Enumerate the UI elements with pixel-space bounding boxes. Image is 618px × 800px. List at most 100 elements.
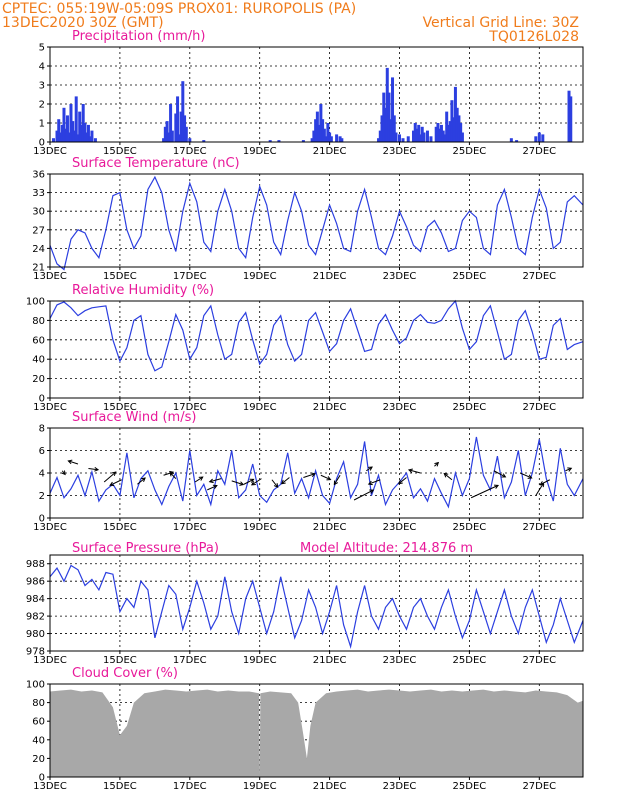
precip-bar [183,115,187,142]
cloud-data [50,689,583,777]
y-tick-label: 21 [32,263,45,274]
y-tick-label: 0 [39,138,45,149]
wind-arrow-head [333,480,339,486]
y-tick-label: 27 [32,225,45,236]
precip-bar [335,134,339,142]
y-tick-label: 30 [32,207,45,218]
y-tick-label: 2 [39,100,45,111]
precip-bar [58,132,62,142]
precip-bar [179,111,183,142]
wind-arrow-shaft [281,477,290,485]
y-tick-label: 982 [26,612,45,623]
precip-bar [324,136,328,142]
y-tick-label: 8 [39,424,45,435]
wind-arrow-shaft [251,478,262,486]
wind-arrow [303,472,316,478]
humidity-x-ticks: 13DEC 15DEC 17DEC 19DEC 21DEC 23DEC 25DEC 27DEC [33,398,556,413]
wind-arrow-shaft [103,471,117,483]
y-tick-label: 988 [26,559,45,570]
precip-bar [74,96,78,142]
pressure-data [49,564,584,649]
x-tick-label: 21DEC [313,522,347,533]
precip-bar [338,136,342,142]
precip-bar [202,140,206,142]
pressure-x-ticks: 13DEC 15DEC 17DEC 19DEC 21DEC 23DEC 25DEC 27DEC [33,651,556,666]
precip-bar [378,130,382,142]
precip-bar [413,123,417,142]
wind-arrow-head [368,466,373,471]
x-tick-label: 23DEC [383,402,417,413]
precip-bar [162,138,166,142]
precip-bar [90,130,94,142]
wind-arrow-head [61,470,66,476]
pressure-frame [49,554,584,652]
wind-arrow [333,474,341,486]
wind-arrow [397,477,407,485]
precip-bar [81,104,85,142]
precip-bar [65,115,69,142]
wind-arrow [194,476,204,483]
precip-bar [443,134,447,142]
wind-arrow-shaft [539,479,551,486]
precip-bar [385,67,389,142]
precip-bar [69,104,73,142]
wind-arrow-shaft [169,472,177,479]
y-tick-label: 4 [39,469,45,480]
wind-arrow-head [169,471,175,477]
precip-bar [455,107,459,142]
x-tick-label: 17DEC [173,655,207,666]
wind-arrow [88,466,100,472]
y-tick-label: 24 [32,244,45,255]
wind-arrow [539,479,551,486]
precip-title: Precipitation (mm/h) [72,29,205,44]
wind-data [49,436,584,509]
wind-arrow [207,484,218,491]
wind-arrow-head [280,479,286,485]
precip-bar [76,134,80,142]
header: CPTEC: 055:19W-05:09S PROX01: RUROPOLIS … [2,1,579,556]
cloud-cover-area [50,689,583,777]
x-tick-label: 27DEC [522,402,556,413]
precip-bar [310,138,314,142]
x-tick-label: 21DEC [313,781,347,792]
temperature-series-line [49,175,584,271]
precip-bar [417,124,421,142]
precip-bar [79,124,83,142]
wind-arrow-head [494,484,500,489]
wind-arrow-head [239,481,245,486]
precip-bar [328,132,332,142]
precip-bar [85,132,89,142]
y-tick-label: 6 [39,446,45,457]
humidity-y-ticks: 0 20 40 60 80 100 [26,297,50,405]
precip-bar [445,111,449,142]
wind-arrow-head [397,479,403,485]
temperature-y-ticks: 21 24 27 30 33 36 [32,170,50,274]
precip-bar [60,124,64,142]
wind-arrow-head [111,471,117,477]
precip-bar [420,126,424,142]
temperature-panel: Surface Temperature (nC) 21 24 27 30 33 36 13DE… [32,156,584,282]
precip-bar [387,92,391,142]
precip-bar [401,138,405,142]
wind-arrow-head [310,472,316,478]
x-tick-label: 13DEC [33,146,67,157]
x-tick-label: 13DEC [33,402,67,413]
precip-bar [340,138,344,142]
temperature-title: Surface Temperature (nC) [72,156,240,171]
precip-bar [314,119,318,142]
wind-arrow-head [527,474,533,479]
precip-bar [329,136,333,142]
y-tick-label: 40 [32,735,45,746]
y-tick-label: 5 [39,43,45,54]
precip-bar [534,136,538,142]
y-tick-label: 100 [26,297,45,308]
precip-bar [515,140,519,142]
precip-panel: Precipitation (mm/h) 0 1 2 3 4 5 13DEC 15DEC 17DE… [33,29,584,157]
wind-arrow-head [249,478,255,483]
precip-bar [312,130,316,142]
model-altitude: Model Altitude: 214.876 m [300,541,473,556]
y-tick-label: 984 [26,594,45,605]
precip-bar [406,136,410,142]
precip-bar [460,132,464,142]
x-tick-label: 19DEC [243,271,277,282]
